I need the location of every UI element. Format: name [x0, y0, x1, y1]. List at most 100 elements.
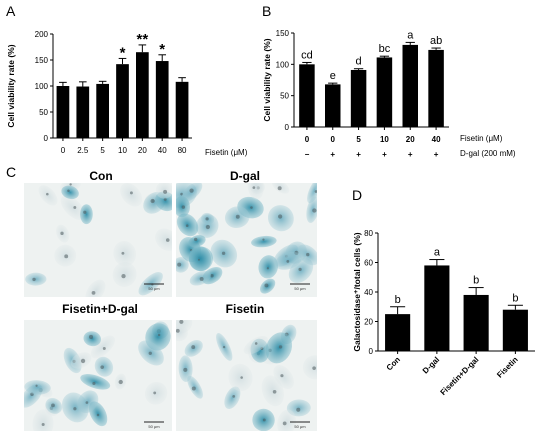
- cell-nucleus: [254, 342, 258, 345]
- cell: [80, 204, 93, 225]
- x-tick-label: 10: [118, 146, 127, 155]
- y-tick-label: 0: [369, 347, 374, 356]
- bar: [463, 294, 489, 351]
- significance-label: a: [434, 247, 441, 259]
- cell: [188, 246, 212, 272]
- row-label-fisetin: Fisetin (μM): [460, 134, 503, 143]
- cell-nucleus: [277, 186, 282, 191]
- cell-nucleus: [312, 208, 317, 213]
- y-tick-label: 40: [364, 288, 373, 297]
- cell-nucleus: [278, 214, 283, 219]
- x-tick-label: 2.5: [77, 146, 89, 155]
- cell-nucleus: [96, 413, 100, 417]
- cell-nucleus: [197, 258, 200, 261]
- cell-nucleus: [150, 198, 155, 204]
- cell-nucleus: [312, 366, 316, 370]
- cell: [251, 235, 277, 248]
- cell: [258, 255, 279, 279]
- significance-label: b: [473, 275, 479, 287]
- cell-nucleus: [264, 283, 269, 288]
- cell-nucleus: [92, 381, 96, 386]
- cell-nucleus: [100, 365, 104, 369]
- cell: [38, 185, 58, 206]
- cell-nucleus: [262, 238, 265, 241]
- cell-nucleus: [148, 351, 152, 355]
- bar: [428, 49, 444, 127]
- bar: [299, 64, 315, 127]
- significance-label: e: [330, 70, 336, 82]
- cell: [113, 240, 137, 267]
- bar: [136, 52, 149, 139]
- cell: [61, 185, 79, 200]
- cell-nucleus: [250, 206, 253, 209]
- scale-bar-dgal: 50 μm: [290, 283, 310, 291]
- panel-letter-d: D: [352, 187, 362, 203]
- cell-nucleus: [262, 418, 266, 422]
- y-tick-label: 200: [35, 30, 49, 39]
- bar: [175, 81, 189, 138]
- panel-letter-b: B: [262, 3, 271, 19]
- cell: [80, 374, 111, 390]
- x-tick-label: Fisetin: [495, 355, 520, 380]
- cell-nucleus: [153, 391, 157, 395]
- cell-nucleus: [266, 267, 269, 270]
- micrograph-fisetin: [176, 320, 317, 431]
- cell-nucleus: [121, 274, 126, 279]
- cell-nucleus: [235, 214, 240, 219]
- cell-nucleus: [306, 252, 310, 257]
- y-tick-label: 150: [35, 56, 49, 65]
- significance-label: ab: [430, 35, 442, 47]
- y-tick-label: 60: [364, 259, 373, 268]
- significance-label: a: [407, 29, 414, 41]
- micrograph-dgal: [176, 183, 317, 297]
- cell-nucleus: [189, 188, 194, 193]
- x-tick-label: Fisetin+D-gal: [438, 355, 480, 397]
- y-axis-title: Cell viability rate (%): [6, 44, 16, 127]
- cell: [90, 335, 115, 359]
- cell-nucleus: [85, 401, 89, 404]
- y-tick-label: 100: [35, 82, 49, 91]
- cell-nucleus: [69, 183, 72, 186]
- scale-bar-label: 50 μm: [294, 424, 306, 429]
- cell: [224, 386, 241, 410]
- panel-letter-c: C: [6, 164, 16, 180]
- scale-bar-con: 50 μm: [144, 283, 164, 291]
- scale-bar-label: 50 μm: [294, 286, 306, 291]
- cell-nucleus: [177, 262, 182, 267]
- cell-nucleus: [88, 334, 94, 339]
- cell-nucleus: [296, 407, 301, 412]
- cell-nucleus: [181, 205, 186, 209]
- bar: [325, 84, 341, 127]
- cell-nucleus: [205, 224, 211, 230]
- cell-nucleus: [252, 186, 256, 189]
- cell: [277, 409, 296, 431]
- y-tick-label: 0: [44, 134, 49, 143]
- bar: [402, 44, 418, 128]
- cell-nucleus: [35, 384, 38, 387]
- y-axis-title: Cell viability rate (%): [262, 38, 272, 121]
- cell: [25, 272, 47, 286]
- cell-nucleus: [191, 386, 196, 391]
- panel-letter-a: A: [6, 3, 16, 19]
- significance-label: **: [137, 31, 149, 48]
- cell-nucleus: [282, 421, 287, 426]
- cell: [85, 279, 106, 297]
- micrograph-fisetin-dgal: [24, 320, 172, 431]
- bar: [155, 61, 169, 138]
- cell-nucleus: [163, 189, 168, 194]
- scale-bar-fisetin-dgal: 50 μm: [144, 421, 164, 429]
- scale-bar-label: 50 μm: [148, 286, 160, 291]
- cell: [188, 235, 206, 248]
- cell-nucleus: [278, 345, 283, 349]
- significance-label: *: [159, 41, 165, 58]
- y-tick-label: 80: [364, 229, 373, 238]
- bar: [96, 83, 109, 138]
- significance-label: b: [395, 294, 401, 306]
- cell: [176, 324, 188, 342]
- bar: [385, 314, 411, 351]
- dgal-sign: +: [408, 150, 413, 159]
- cell: [144, 381, 168, 405]
- cell-nucleus: [102, 347, 106, 350]
- y-tick-label: 20: [364, 318, 373, 327]
